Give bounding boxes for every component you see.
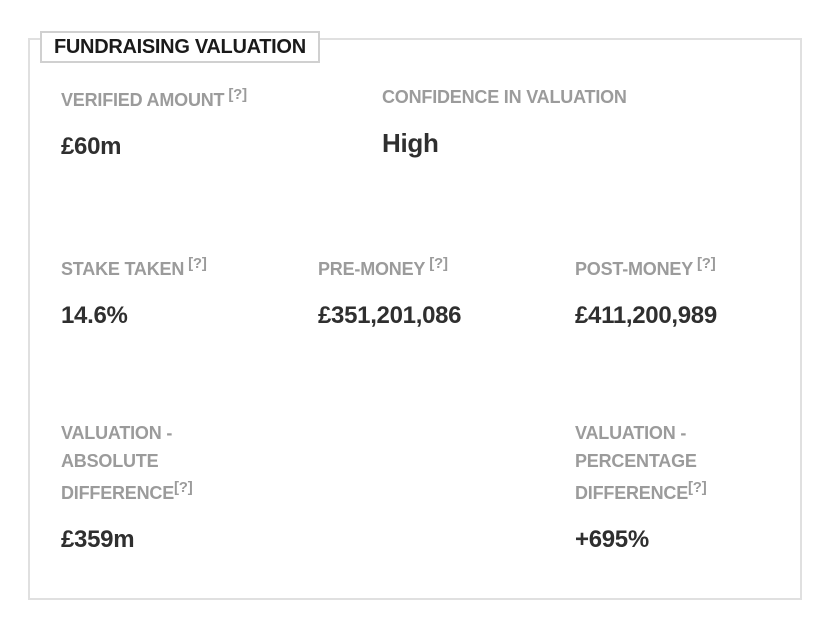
percentage-difference-value: +695% <box>575 526 649 553</box>
pre-money-help-link[interactable]: [?] <box>429 255 448 272</box>
absolute-difference-value: £359m <box>61 526 135 553</box>
stake-taken-value: 14.6% <box>61 302 128 329</box>
percentage-difference-label-line-3: DIFFERENCE <box>575 483 689 503</box>
stake-taken-field: STAKE TAKEN [?] 14.6% <box>61 254 207 330</box>
percentage-difference-help-link[interactable]: [?] <box>688 479 707 496</box>
absolute-difference-field: VALUATION - ABSOLUTE DIFFERENCE[?] £359m <box>61 418 193 554</box>
verified-amount-value: £60m <box>61 133 122 160</box>
absolute-difference-label-line-1: VALUATION - <box>61 423 173 443</box>
pre-money-field: PRE-MONEY [?] £351,201,086 <box>318 254 462 330</box>
absolute-difference-label-line-3: DIFFERENCE <box>61 483 175 503</box>
post-money-value: £411,200,989 <box>575 302 717 329</box>
percentage-difference-label-line-1: VALUATION - <box>575 423 687 443</box>
panel-title: FUNDRAISING VALUATION <box>40 31 320 63</box>
post-money-label: POST-MONEY <box>575 259 694 279</box>
absolute-difference-help-link[interactable]: [?] <box>174 479 193 496</box>
pre-money-label: PRE-MONEY <box>318 259 426 279</box>
verified-amount-label: VERIFIED AMOUNT <box>61 90 225 110</box>
percentage-difference-field: VALUATION - PERCENTAGE DIFFERENCE[?] +69… <box>575 418 707 554</box>
pre-money-value: £351,201,086 <box>318 302 462 329</box>
stake-taken-label: STAKE TAKEN <box>61 259 185 279</box>
verified-amount-field: VERIFIED AMOUNT [?] £60m <box>61 85 247 161</box>
verified-amount-help-link[interactable]: [?] <box>228 86 247 103</box>
confidence-value: High <box>382 128 439 158</box>
post-money-help-link[interactable]: [?] <box>697 255 716 272</box>
fundraising-valuation-panel <box>28 38 802 600</box>
confidence-label: CONFIDENCE IN VALUATION <box>382 87 627 107</box>
absolute-difference-label-line-2: ABSOLUTE <box>61 451 159 471</box>
stake-taken-help-link[interactable]: [?] <box>188 255 207 272</box>
confidence-field: CONFIDENCE IN VALUATION High <box>382 82 627 159</box>
percentage-difference-label-line-2: PERCENTAGE <box>575 451 697 471</box>
post-money-field: POST-MONEY [?] £411,200,989 <box>575 254 717 330</box>
